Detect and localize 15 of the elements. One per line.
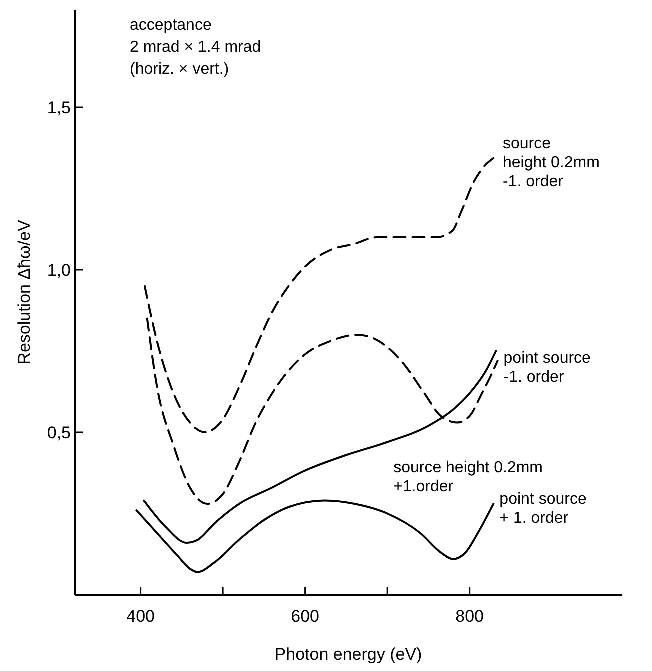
x-tick-label: 600 [291, 607, 320, 626]
line-series [136, 500, 495, 574]
y-tick-label: 1,0 [47, 261, 71, 280]
x-tick-label: 800 [456, 607, 484, 626]
annotation: 2 mrad × 1.4 mrad [130, 39, 262, 56]
y-axis-title: Resolution Δħω/eV [15, 220, 34, 365]
x-tick-label: 400 [126, 607, 155, 626]
annotation: (horiz. × vert.) [130, 61, 230, 78]
series-label: source height 0.2mm -1. order [502, 135, 600, 190]
y-tick-label: 1,5 [47, 98, 71, 118]
series-label: point source + 1. order [500, 491, 587, 527]
x-axis-title: Photon energy (eV) [274, 645, 422, 664]
series-label: point source -1. order [504, 350, 592, 386]
y-tick-label: 0,5 [47, 424, 71, 442]
annotation: acceptance [130, 17, 212, 34]
